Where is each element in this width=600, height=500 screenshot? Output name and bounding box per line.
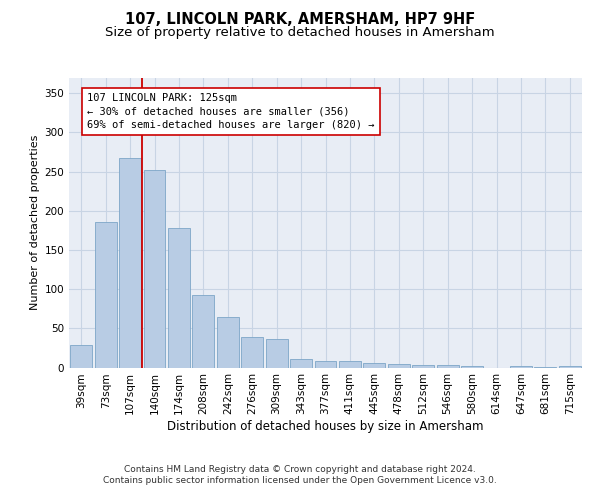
Bar	[241, 337, 263, 368]
Bar	[217, 318, 239, 368]
Y-axis label: Number of detached properties: Number of detached properties	[30, 135, 40, 310]
Bar	[193, 294, 214, 368]
Bar	[364, 363, 385, 368]
Bar	[314, 361, 337, 368]
Bar	[535, 366, 556, 368]
Bar	[143, 170, 166, 368]
Bar	[339, 361, 361, 368]
Text: Contains public sector information licensed under the Open Government Licence v3: Contains public sector information licen…	[103, 476, 497, 485]
Bar	[412, 365, 434, 368]
Text: Contains HM Land Registry data © Crown copyright and database right 2024.: Contains HM Land Registry data © Crown c…	[124, 465, 476, 474]
Bar	[290, 359, 312, 368]
Bar	[388, 364, 410, 368]
X-axis label: Distribution of detached houses by size in Amersham: Distribution of detached houses by size …	[167, 420, 484, 433]
Bar	[461, 366, 483, 368]
Bar	[119, 158, 141, 368]
Bar	[95, 222, 116, 368]
Text: Size of property relative to detached houses in Amersham: Size of property relative to detached ho…	[105, 26, 495, 39]
Bar	[437, 365, 458, 368]
Text: 107, LINCOLN PARK, AMERSHAM, HP7 9HF: 107, LINCOLN PARK, AMERSHAM, HP7 9HF	[125, 12, 475, 28]
Bar	[510, 366, 532, 368]
Text: 107 LINCOLN PARK: 125sqm
← 30% of detached houses are smaller (356)
69% of semi-: 107 LINCOLN PARK: 125sqm ← 30% of detach…	[88, 93, 375, 130]
Bar	[70, 345, 92, 368]
Bar	[559, 366, 581, 368]
Bar	[168, 228, 190, 368]
Bar	[266, 338, 287, 368]
